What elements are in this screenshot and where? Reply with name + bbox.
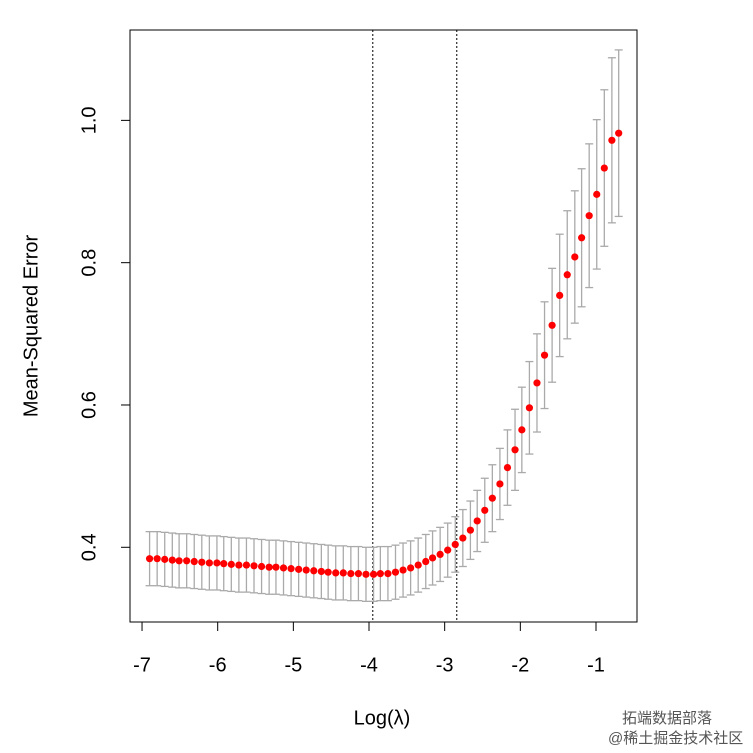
point — [511, 446, 519, 454]
point — [518, 426, 526, 434]
point — [608, 136, 616, 144]
point — [339, 569, 347, 577]
point — [332, 569, 340, 577]
x-axis-label: Log(λ) — [354, 707, 411, 729]
x-tick-label: -4 — [360, 654, 378, 676]
point — [302, 566, 310, 574]
point — [496, 480, 504, 488]
point — [436, 550, 444, 559]
point — [563, 271, 571, 279]
point — [548, 321, 556, 329]
point — [414, 561, 422, 569]
point — [257, 562, 266, 571]
plot-box — [129, 29, 638, 623]
point — [168, 556, 176, 564]
x-tick-label: -5 — [284, 654, 302, 676]
point — [362, 570, 370, 578]
point — [235, 561, 243, 569]
point — [593, 190, 601, 198]
y-tick-label: 0.4 — [78, 533, 100, 561]
point — [422, 557, 430, 566]
point — [384, 570, 392, 578]
point — [213, 559, 221, 567]
point — [324, 568, 332, 576]
point — [578, 234, 586, 242]
point — [310, 567, 318, 575]
point — [525, 404, 534, 412]
point — [272, 563, 280, 571]
point — [473, 517, 481, 525]
point — [488, 494, 496, 502]
point — [242, 561, 251, 569]
point — [198, 558, 206, 566]
point — [481, 506, 489, 514]
point — [428, 554, 437, 562]
point — [153, 555, 161, 563]
y-axis-label: Mean-Squared Error — [20, 235, 42, 418]
point — [556, 291, 564, 300]
point — [220, 560, 228, 568]
point — [175, 557, 183, 565]
x-tick-label: -1 — [587, 654, 605, 676]
point — [317, 567, 325, 576]
point — [227, 560, 235, 568]
point — [466, 526, 474, 534]
x-tick-label: -7 — [133, 654, 151, 676]
point — [295, 565, 303, 573]
point — [354, 570, 363, 578]
point — [376, 570, 384, 578]
x-tick-label: -6 — [209, 654, 227, 676]
point — [444, 546, 452, 554]
y-tick-label: 0.8 — [78, 249, 100, 277]
x-tick-label: -3 — [436, 654, 454, 676]
point — [585, 212, 593, 220]
point — [451, 540, 459, 549]
point — [205, 559, 213, 567]
point — [347, 570, 355, 578]
point — [265, 563, 273, 571]
point — [503, 463, 512, 472]
watermark: 拓端数据部落 — [622, 710, 712, 727]
point — [161, 555, 169, 563]
point — [407, 564, 415, 572]
point — [533, 379, 541, 387]
y-tick-label: 0.6 — [78, 391, 100, 419]
point — [369, 570, 378, 578]
point — [287, 565, 295, 573]
point — [190, 557, 198, 566]
point — [571, 253, 579, 261]
point — [399, 566, 407, 574]
point — [183, 557, 191, 565]
point — [250, 562, 258, 570]
y-tick-label: 1.0 — [78, 106, 100, 134]
point — [540, 351, 549, 359]
point — [145, 555, 154, 563]
x-tick-label: -2 — [511, 654, 529, 676]
point — [391, 568, 400, 576]
point — [459, 534, 467, 542]
watermark: @稀土掘金技术社区 — [608, 730, 743, 747]
point — [615, 129, 623, 137]
point — [600, 164, 608, 172]
point — [279, 564, 288, 572]
